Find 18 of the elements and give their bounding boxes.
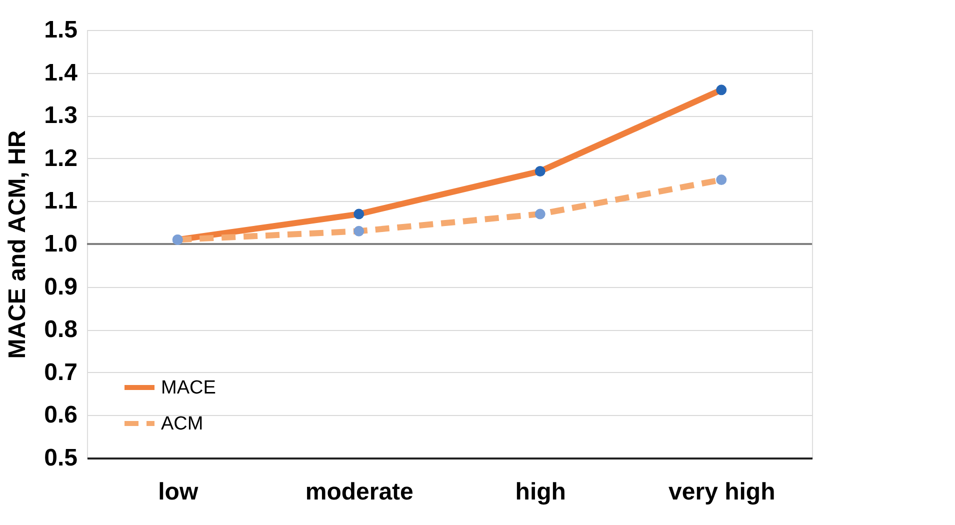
y-tick-label: 1.4 — [44, 59, 78, 86]
y-tick-label: 0.8 — [44, 316, 78, 344]
x-tick-label: moderate — [305, 478, 414, 506]
y-tick-label: 1.1 — [44, 188, 78, 215]
legend-label: ACM — [161, 414, 204, 434]
y-tick-label: 1.0 — [44, 230, 78, 258]
y-tick-label: 1.3 — [44, 102, 78, 130]
y-axis-title: MACE and ACM, HR — [4, 130, 32, 359]
x-tick-label: high — [515, 478, 566, 506]
y-tick-label: 0.7 — [44, 358, 78, 386]
y-tick-label: 1.5 — [44, 16, 78, 44]
y-tick-label: 0.9 — [44, 273, 78, 300]
x-tick-label: very high — [668, 478, 776, 506]
y-tick-label: 0.6 — [44, 402, 78, 429]
y-tick-label: 0.5 — [44, 444, 78, 472]
x-tick-label: low — [158, 478, 198, 506]
y-tick-label: 1.2 — [44, 144, 78, 172]
legend-label: MACE — [161, 378, 216, 398]
